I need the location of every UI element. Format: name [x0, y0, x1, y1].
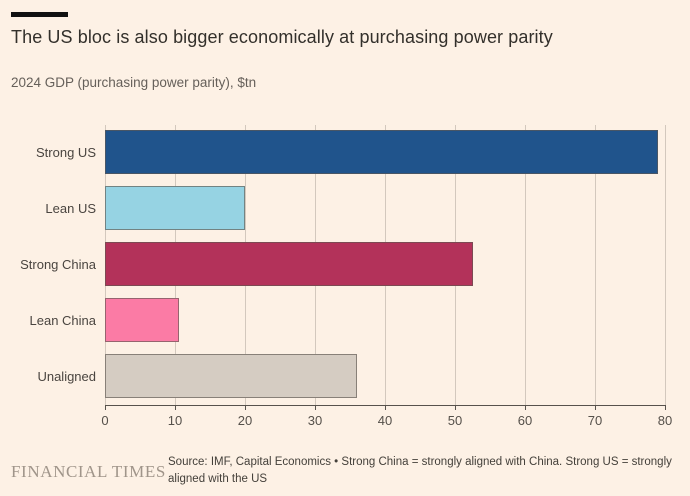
chart-title: The US bloc is also bigger economically …: [11, 27, 553, 47]
tick-label-0: 0: [101, 413, 109, 428]
category-label-strong-us: Strong US: [36, 145, 96, 160]
tick-label-70: 70: [587, 413, 603, 428]
x-axis: 0 10 20 30 40 50 60 70 80: [101, 405, 672, 435]
category-label-lean-us: Lean US: [45, 201, 96, 216]
tick-mark-60: [524, 405, 526, 410]
ft-logo: FINANCIAL TIMES: [11, 462, 166, 481]
tick-label-50: 50: [447, 413, 463, 428]
tick-mark-0: [104, 405, 106, 410]
tick-label-80: 80: [657, 413, 673, 428]
tick-label-20: 20: [237, 413, 253, 428]
tick-label-60: 60: [517, 413, 533, 428]
source-note: Source: IMF, Capital Economics • Strong …: [168, 456, 672, 485]
tick-mark-10: [174, 405, 176, 410]
tick-label-30: 30: [307, 413, 323, 428]
gridline-70: [594, 125, 596, 405]
tick-mark-40: [384, 405, 386, 410]
plot-area: Strong US Lean US Strong China Lean China Un…: [20, 125, 666, 406]
bar-row-strong-china: Strong China: [20, 237, 665, 293]
bar-row-strong-us: Strong US: [36, 125, 665, 181]
gridline-80: [664, 125, 666, 405]
bar-row-lean-china: Lean China: [30, 293, 665, 349]
tick-mark-30: [314, 405, 316, 410]
bar-strong-us: [105, 130, 658, 174]
bar-unaligned: [105, 354, 357, 398]
gridline-60: [524, 125, 526, 405]
bar-strong-china: [105, 242, 473, 286]
tick-label-10: 10: [167, 413, 183, 428]
bar-lean-china: [105, 298, 179, 342]
kicker-bar: [11, 12, 68, 17]
tick-mark-80: [664, 405, 666, 410]
tick-mark-20: [244, 405, 246, 410]
tick-mark-50: [454, 405, 456, 410]
category-label-unaligned: Unaligned: [37, 369, 96, 384]
chart-subtitle: 2024 GDP (purchasing power parity), $tn: [11, 75, 257, 90]
category-label-strong-china: Strong China: [20, 257, 96, 272]
bar-row-lean-us: Lean US: [45, 181, 665, 237]
bar-lean-us: [105, 186, 245, 230]
category-label-lean-china: Lean China: [29, 313, 97, 328]
tick-label-40: 40: [377, 413, 393, 428]
tick-mark-70: [594, 405, 596, 410]
bar-row-unaligned: Unaligned: [37, 349, 665, 405]
